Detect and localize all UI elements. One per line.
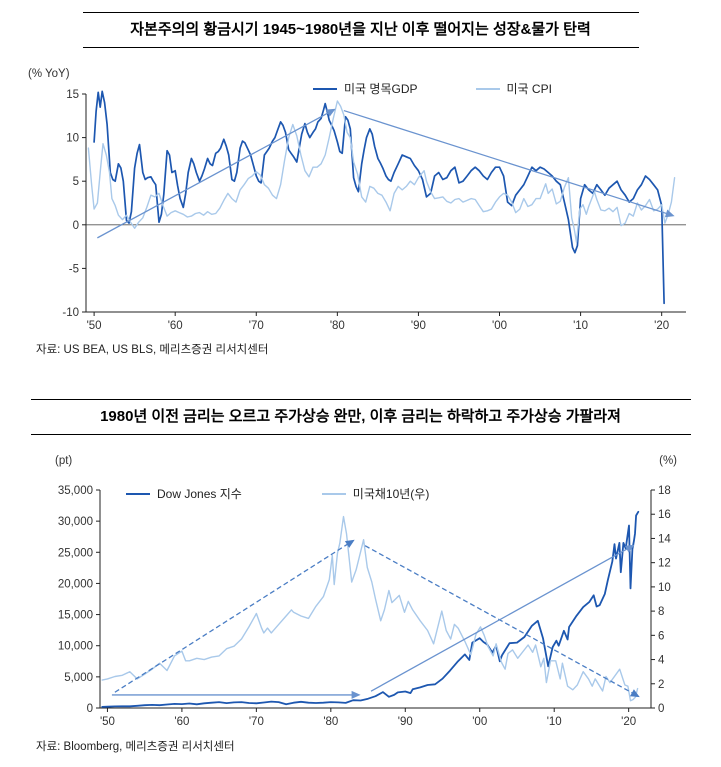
svg-text:2: 2 (658, 679, 664, 691)
svg-text:15: 15 (66, 89, 79, 101)
svg-text:35,000: 35,000 (58, 485, 93, 497)
svg-text:18: 18 (658, 485, 671, 497)
svg-text:0: 0 (87, 703, 93, 715)
chart-title-growth-inflation: 자본주의의 황금시기 1945~1980년을 지난 이후 떨어지는 성장&물가 … (82, 12, 639, 48)
svg-text:8: 8 (658, 606, 664, 618)
svg-text:'90: '90 (411, 320, 426, 332)
legend-item-dow: Dow Jones 지수 (126, 485, 242, 502)
svg-text:6: 6 (658, 630, 664, 642)
svg-text:-5: -5 (69, 263, 79, 275)
svg-text:'20: '20 (654, 320, 669, 332)
svg-text:0: 0 (73, 220, 79, 232)
legend-label-treasury: 미국채10년(우) (352, 487, 430, 501)
svg-text:-10: -10 (62, 307, 79, 319)
svg-text:30,000: 30,000 (58, 516, 93, 528)
legend-item-treasury: 미국채10년(우) (321, 485, 430, 502)
section-rates-stocks: 1980년 이전 금리는 오르고 주가상승 완만, 이후 금리는 하락하고 주가… (0, 399, 721, 754)
svg-text:'00: '00 (492, 320, 507, 332)
legend-line-swatch-cpi (475, 87, 500, 90)
chart-gdp-cpi: (% YoY) 미국 명목GDP 미국 CPI 15 10 5 0 -5 -10 '50 '6… (0, 56, 721, 336)
chart-dow-treasury: (pt) (%) Dow Jones 지수 미국채10년(우) 35,000 30… (0, 443, 721, 733)
svg-text:20,000: 20,000 (58, 578, 93, 590)
chart-title-rates-stocks: 1980년 이전 금리는 오르고 주가상승 완만, 이후 금리는 하락하고 주가… (30, 399, 691, 435)
source-note-top: 자료: US BEA, US BLS, 메리츠증권 리서치센터 (36, 344, 269, 356)
svg-text:'80: '80 (330, 320, 345, 332)
svg-text:4: 4 (658, 655, 665, 667)
svg-text:'50: '50 (87, 320, 102, 332)
legend: 미국 명목GDP 미국 CPI (313, 80, 552, 97)
legend-item-gdp: 미국 명목GDP (313, 80, 418, 97)
svg-text:'00: '00 (472, 716, 487, 728)
svg-text:'80: '80 (323, 716, 338, 728)
legend-line-swatch-treasury (321, 492, 346, 495)
svg-text:'60: '60 (168, 320, 183, 332)
svg-text:25,000: 25,000 (58, 547, 93, 559)
svg-text:5: 5 (73, 176, 79, 188)
svg-text:5,000: 5,000 (64, 672, 93, 684)
svg-text:'70: '70 (249, 320, 264, 332)
svg-text:'20: '20 (621, 716, 636, 728)
svg-text:14: 14 (658, 533, 671, 545)
svg-text:0: 0 (658, 703, 664, 715)
line-chart-dow-treasury: 35,000 30,000 25,000 20,000 15,000 10,000 5,00… (58, 485, 672, 728)
chart-title-text: 1980년 이전 금리는 오르고 주가상승 완만, 이후 금리는 하락하고 주가… (100, 408, 621, 425)
legend-line-swatch-gdp (313, 87, 337, 90)
legend: Dow Jones 지수 미국채10년(우) (126, 485, 429, 502)
section-growth-inflation: 자본주의의 황금시기 1945~1980년을 지난 이후 떨어지는 성장&물가 … (0, 12, 721, 357)
svg-text:'10: '10 (547, 716, 562, 728)
svg-text:10,000: 10,000 (58, 641, 93, 653)
source-note-bottom: 자료: Bloomberg, 메리츠증권 리서치센터 (36, 741, 235, 753)
svg-text:10: 10 (66, 133, 79, 145)
svg-text:15,000: 15,000 (58, 610, 93, 622)
line-chart-gdp-cpi: 15 10 5 0 -5 -10 '50 '60 '70 '80 '90 '00 '10 '20 (62, 89, 686, 332)
svg-text:10: 10 (658, 582, 671, 594)
legend-item-cpi: 미국 CPI (475, 80, 552, 97)
svg-text:12: 12 (658, 558, 671, 570)
legend-label-gdp: 미국 명목GDP (344, 82, 418, 96)
svg-text:'60: '60 (174, 716, 189, 728)
svg-text:'70: '70 (249, 716, 264, 728)
chart-title-text: 자본주의의 황금시기 1945~1980년을 지난 이후 떨어지는 성장&물가 … (130, 21, 591, 38)
svg-text:16: 16 (658, 509, 671, 521)
svg-text:'10: '10 (573, 320, 588, 332)
svg-text:'90: '90 (398, 716, 413, 728)
right-axis-unit-label: (%) (659, 455, 677, 467)
left-axis-unit-label: (% YoY) (28, 68, 70, 80)
svg-text:'50: '50 (100, 716, 115, 728)
legend-line-swatch-dow (126, 492, 150, 495)
legend-label-dow: Dow Jones 지수 (157, 487, 242, 501)
legend-label-cpi: 미국 CPI (506, 82, 552, 96)
left-axis-unit-label: (pt) (55, 455, 73, 467)
